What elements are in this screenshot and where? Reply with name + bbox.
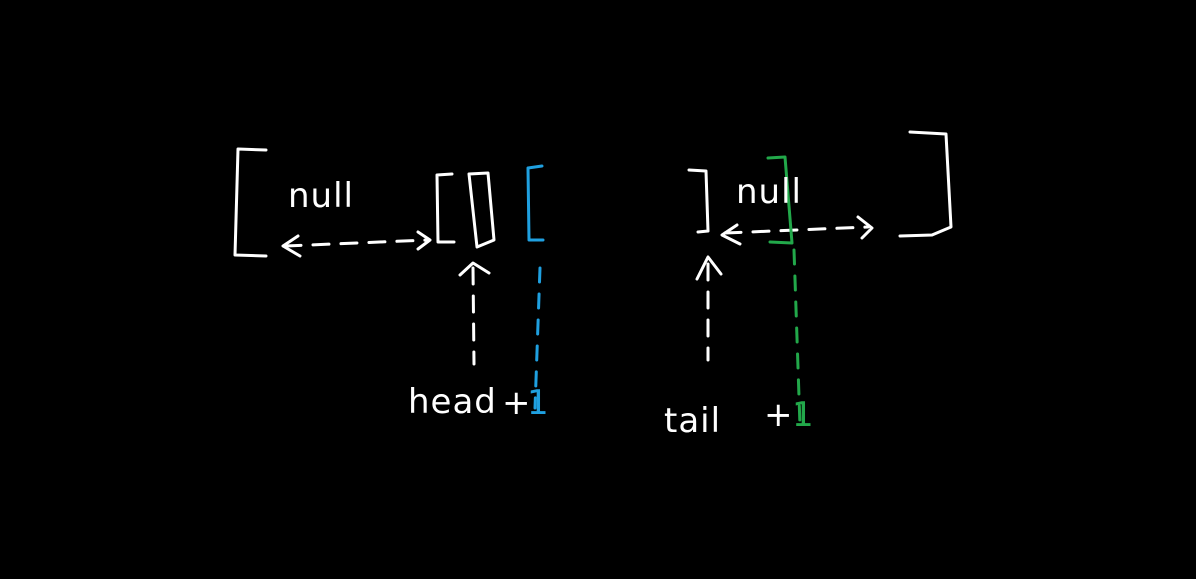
left-outer-bracket [233,147,268,258]
left-dashed-link [283,238,430,248]
tail-plus-sign: + [764,395,794,435]
right-dashed-link [723,225,870,235]
head-pointer-dashed-line [471,266,476,366]
head-label: head [408,382,497,422]
left-arrowhead-right [416,230,432,251]
tail-next-bracket [766,155,794,245]
head-next-dashed-line [533,266,542,410]
tail-label: tail [664,401,721,441]
right-arrowhead-left [720,223,742,246]
right-null-label: null [736,172,802,212]
tail-next-dashed-line [792,248,802,428]
head-plus-sign: + [502,383,532,423]
tail-pointer-arrowhead [695,255,723,281]
right-outer-bracket [898,130,953,238]
head-one: 1 [527,383,550,423]
left-arrowhead-left [281,234,302,258]
left-null-label: null [288,176,354,216]
head-pointer-arrowhead [458,261,491,277]
head-node-left-bracket [435,172,456,244]
tail-one: 1 [792,395,815,435]
tail-node-right-bracket [687,168,710,234]
head-node-pointer-box [467,171,496,249]
right-arrowhead-right [856,215,874,240]
head-next-bracket [526,164,545,242]
